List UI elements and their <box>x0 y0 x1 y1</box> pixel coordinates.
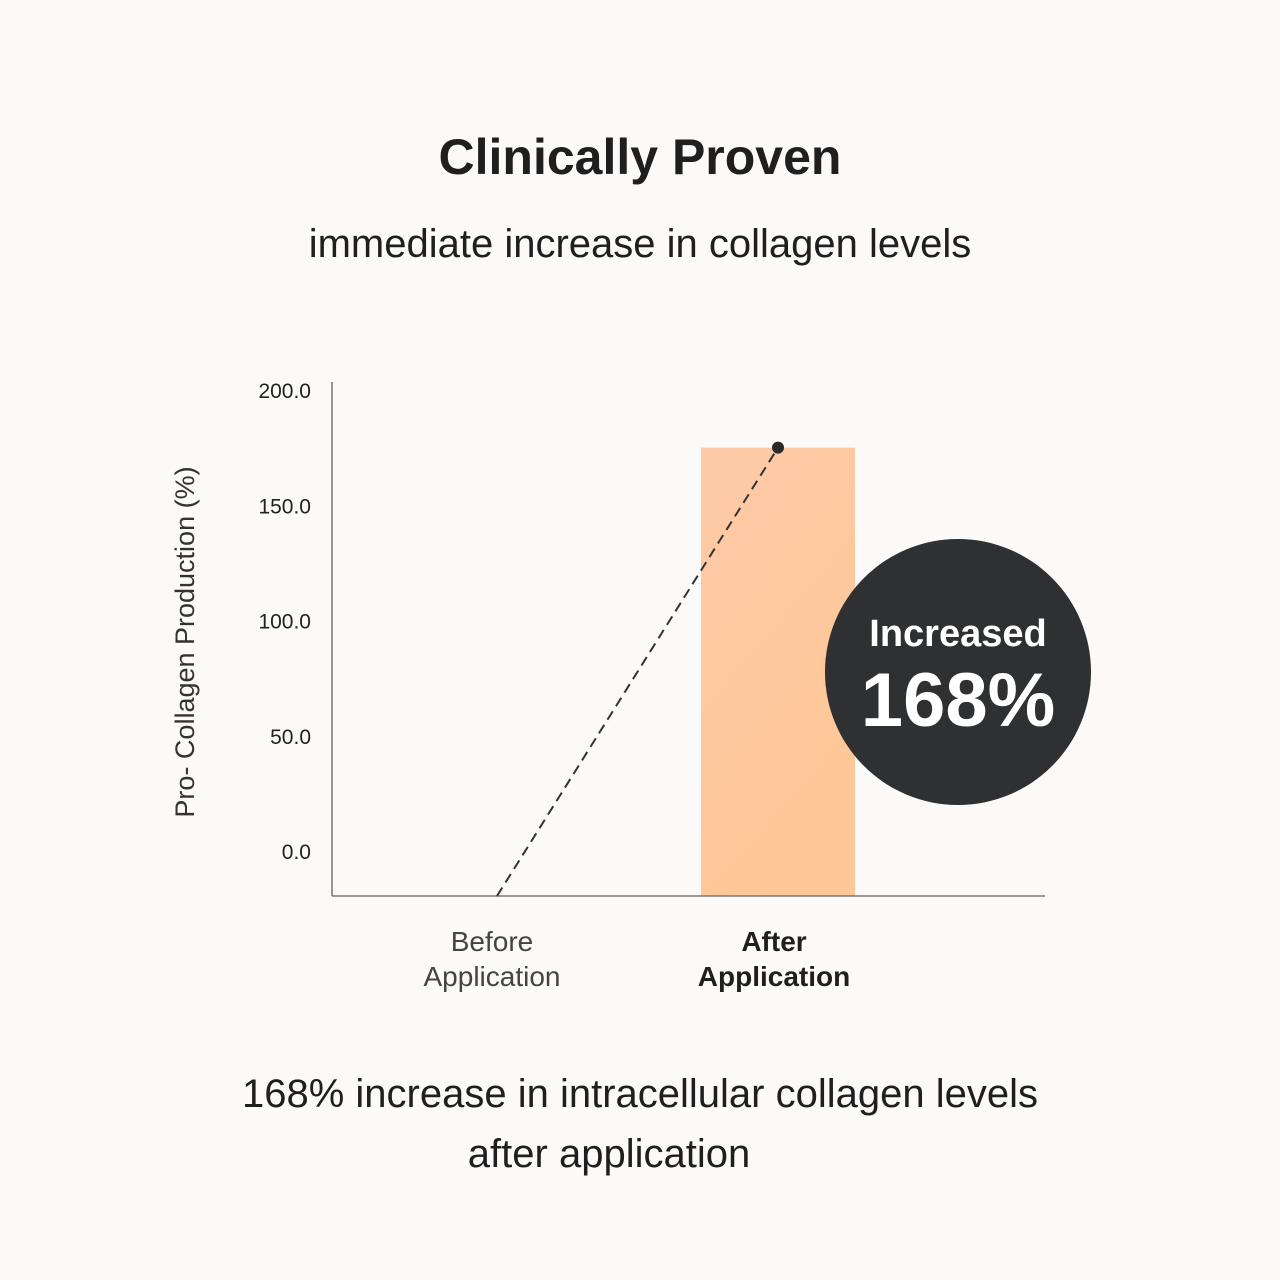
y-tick-label: 150.0 <box>258 495 311 518</box>
footer-line-2: after application <box>467 1132 751 1176</box>
badge-value: 168% <box>860 658 1056 743</box>
y-tick-label: 0.0 <box>282 841 311 864</box>
page-title: Clinically Proven <box>438 129 842 185</box>
badge-label: Increased <box>869 613 1047 655</box>
x-tick-label: Before <box>451 926 534 957</box>
x-tick-label: Application <box>698 961 850 992</box>
y-axis-label: Pro- Collagen Production (%) <box>170 466 200 817</box>
footer-line-1: 168% increase in intracellular collagen … <box>242 1072 1038 1116</box>
y-tick-label: 100.0 <box>258 611 311 634</box>
increase-badge: Increased 168% <box>825 539 1091 805</box>
data-point <box>772 441 784 454</box>
y-tick-label: 50.0 <box>270 726 311 749</box>
footer-caption: 168% increase in intracellular collagen … <box>190 1064 1090 1184</box>
x-tick-label: After <box>741 926 806 957</box>
y-tick-label: 200.0 <box>258 380 311 403</box>
trend-line <box>496 447 779 897</box>
page-subtitle: immediate increase in collagen levels <box>308 222 972 266</box>
x-tick-label: Application <box>424 961 561 992</box>
